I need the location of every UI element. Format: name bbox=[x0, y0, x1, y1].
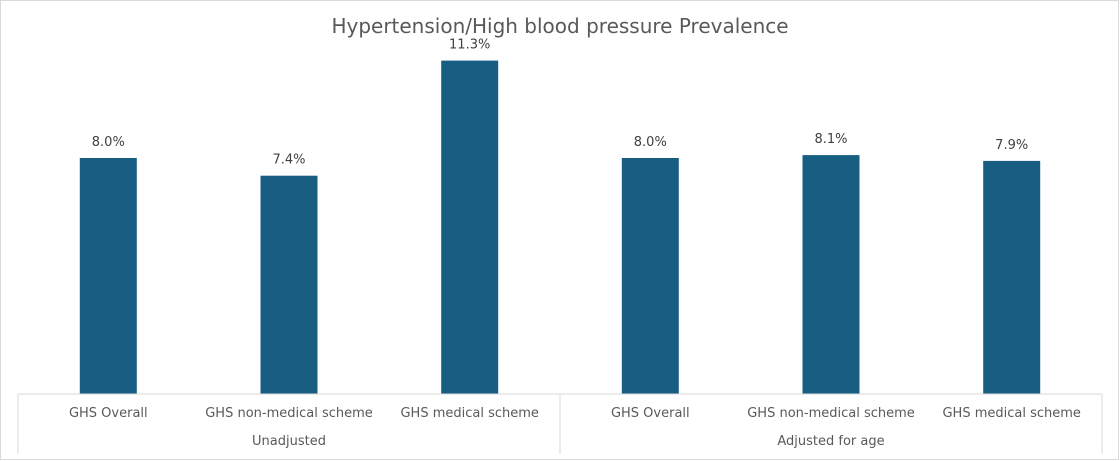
bar-2 bbox=[260, 175, 318, 394]
category-label-2: GHS non-medical scheme bbox=[205, 406, 373, 421]
group-label-2: Adjusted for age bbox=[777, 434, 884, 449]
group-label-1: Unadjusted bbox=[252, 434, 326, 449]
category-label-1: GHS Overall bbox=[69, 406, 148, 421]
bar-4 bbox=[621, 158, 679, 394]
category-label-4: GHS Overall bbox=[611, 406, 690, 421]
data-label-2: 7.4% bbox=[272, 153, 305, 168]
data-label-3: 11.3% bbox=[449, 38, 490, 53]
bar-6 bbox=[983, 160, 1041, 394]
data-label-5: 8.1% bbox=[814, 132, 847, 147]
category-label-5: GHS non-medical scheme bbox=[747, 406, 915, 421]
category-label-3: GHS medical scheme bbox=[400, 406, 538, 421]
bar-3 bbox=[441, 60, 499, 394]
category-label-6: GHS medical scheme bbox=[942, 406, 1080, 421]
bar-1 bbox=[79, 158, 137, 394]
labels-layer: 8.0% GHS Overall 7.4% GHS non-medical schem… bbox=[69, 38, 1081, 449]
bar-5 bbox=[802, 155, 860, 394]
axis-layer bbox=[17, 393, 1103, 454]
chart-title: Hypertension/High blood pressure Prevale… bbox=[331, 14, 789, 38]
data-label-6: 7.9% bbox=[995, 138, 1028, 153]
data-label-4: 8.0% bbox=[634, 135, 667, 150]
bars-layer bbox=[79, 60, 1041, 394]
data-label-1: 8.0% bbox=[92, 135, 125, 150]
